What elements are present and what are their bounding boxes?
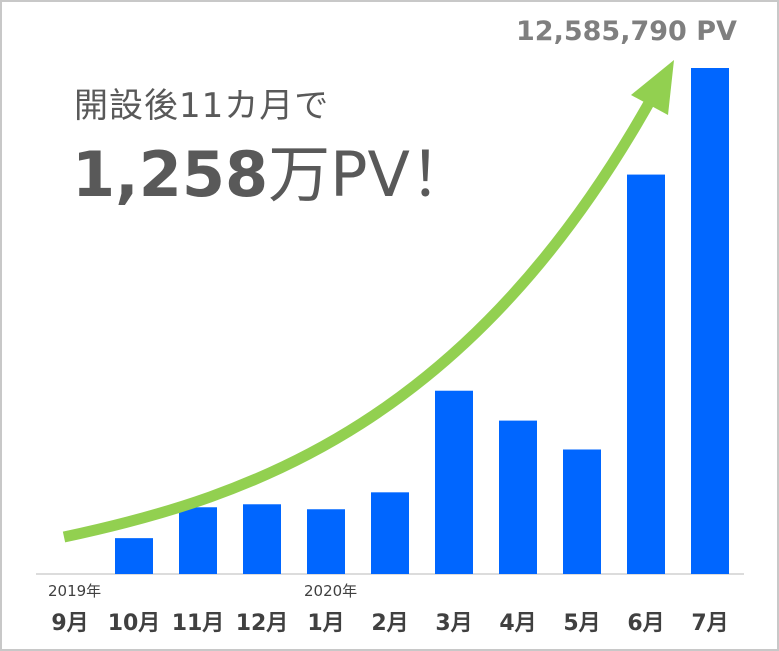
x-tick-label: 4月 [499,611,536,636]
x-tick-label: 10月 [108,611,161,636]
growth-arrow-head [631,60,674,115]
x-tick-label: 2月 [371,611,408,636]
x-tick-label: 6月 [627,611,664,636]
growth-arrow-shaft [62,91,659,543]
bar-9 [563,449,601,574]
bar-11 [691,68,729,574]
year-label: 2020年 [304,582,357,600]
x-tick-label: 3月 [435,611,472,636]
x-tick-label: 12月 [236,611,289,636]
headline-period: 開設後11カ月で [74,86,330,126]
bar-2 [115,538,153,574]
x-tick-label: 5月 [563,611,600,636]
bar-10 [627,174,665,574]
bar-5 [307,509,345,574]
bar-8 [499,420,537,574]
x-tick-label: 7月 [691,611,728,636]
bar-6 [371,492,409,574]
bar-4 [243,504,281,574]
bar-3 [179,507,217,574]
headline-total-number: 1,258 [72,138,269,211]
total-pv-annotation: 12,585,790 PV [516,16,737,47]
x-tick-label: 1月 [307,611,344,636]
x-tick-label: 11月 [172,611,225,636]
headline-total-unit: 万PV！ [268,138,472,211]
headline-total: 1,258万PV！ [72,124,472,214]
x-tick-label: 9月 [51,611,88,636]
bar-7 [435,390,473,574]
year-label: 2019年 [48,582,101,600]
